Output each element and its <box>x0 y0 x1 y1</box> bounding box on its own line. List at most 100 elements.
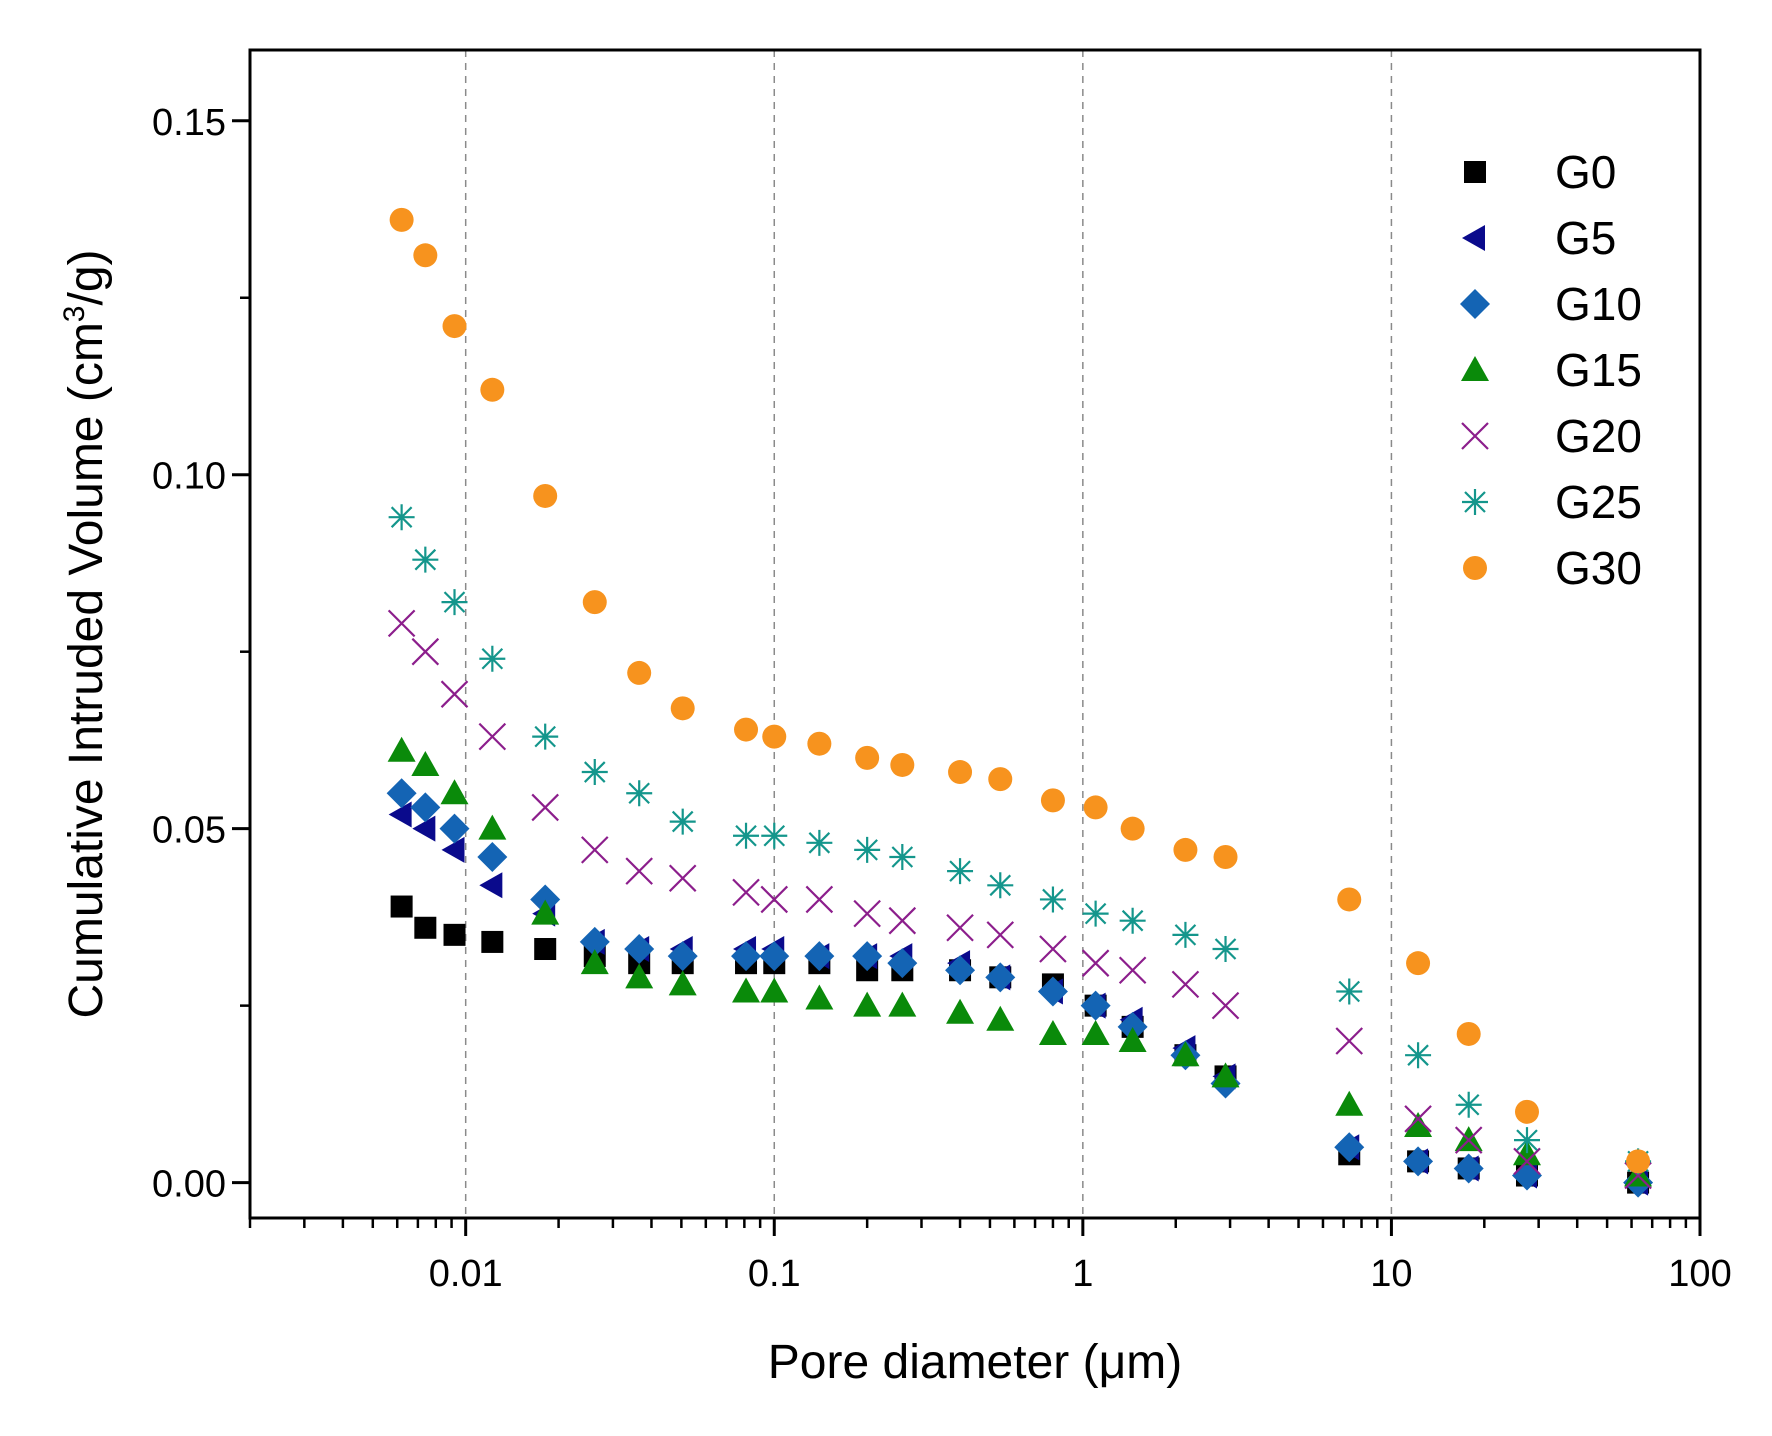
data-point-g30 <box>1083 795 1108 820</box>
legend-marker-g10 <box>1460 289 1490 319</box>
data-point-g20 <box>1335 1027 1364 1055</box>
legend-label-g30: G30 <box>1555 542 1642 594</box>
data-point-g10 <box>1117 1011 1148 1042</box>
data-point-g25 <box>1513 1127 1540 1154</box>
data-point-g25 <box>733 822 760 849</box>
data-point-g10 <box>804 941 835 972</box>
data-point-g20 <box>805 885 834 914</box>
legend-label-g0: G0 <box>1555 146 1616 198</box>
series-g30 <box>389 207 1651 1174</box>
data-point-g15 <box>888 991 917 1017</box>
data-point-g25 <box>1212 936 1239 963</box>
data-point-g20 <box>580 836 609 864</box>
data-point-g20 <box>986 921 1015 949</box>
data-point-g10 <box>667 941 698 972</box>
data-point-g30 <box>480 377 505 402</box>
data-point-g10 <box>386 778 417 809</box>
data-point-g30 <box>1626 1149 1651 1174</box>
data-point-g30 <box>890 752 915 777</box>
data-point-g30 <box>1406 951 1431 976</box>
data-point-g15 <box>625 963 654 989</box>
data-point-g15 <box>580 949 609 975</box>
data-point-g30 <box>988 767 1013 792</box>
series-g15 <box>387 736 1653 1187</box>
legend-label-g10: G10 <box>1555 278 1642 330</box>
x-tick-label: 100 <box>1668 1253 1731 1295</box>
y-tick-label: 0.00 <box>152 1164 226 1206</box>
data-point-g10 <box>579 926 610 957</box>
data-point-g0 <box>390 895 413 918</box>
data-point-g20 <box>387 609 416 638</box>
data-point-g20 <box>732 878 760 907</box>
tick-labels: 0.01 0.1 1 10 100 0.00 0.05 0.10 0.15 <box>152 102 1732 1295</box>
data-point-g30 <box>1514 1099 1539 1124</box>
data-point-g25 <box>1455 1091 1482 1118</box>
data-point-g15 <box>668 970 697 996</box>
data-point-g10 <box>1453 1153 1484 1184</box>
legend-label-g20: G20 <box>1555 410 1642 462</box>
y-axis-title-superscript: 3 <box>58 306 91 323</box>
series-g25 <box>388 504 1652 1175</box>
legend-marker-g20 <box>1461 422 1489 450</box>
data-point-g10 <box>1037 976 1068 1007</box>
data-point-g25 <box>1172 921 1199 948</box>
data-point-g25 <box>479 645 506 672</box>
data-point-g25 <box>388 504 415 531</box>
x-tick-label: 0.1 <box>748 1253 801 1295</box>
data-point-g10 <box>1080 990 1111 1021</box>
x-tick-label: 0.01 <box>429 1253 503 1295</box>
series-g10 <box>386 778 1654 1198</box>
data-point-g30 <box>627 660 652 685</box>
data-point-g15 <box>1038 1019 1067 1045</box>
data-point-g20 <box>625 857 653 885</box>
data-point-g20 <box>1171 970 1200 999</box>
data-point-g5 <box>388 801 412 828</box>
data-point-g20 <box>760 885 789 914</box>
data-point-g10 <box>1334 1132 1365 1163</box>
y-axis-title: Cumulative Intruded Volume (cm3/g) <box>58 249 113 1018</box>
y-tick-label: 0.05 <box>152 810 226 852</box>
data-point-g5 <box>412 815 436 842</box>
data-point-g20 <box>1404 1105 1432 1133</box>
legend-label-g25: G25 <box>1555 476 1642 528</box>
legend-label-g15: G15 <box>1555 344 1642 396</box>
legend-marker-g25 <box>1462 489 1488 515</box>
data-point-g20 <box>1081 949 1110 977</box>
data-point-g25 <box>1405 1042 1432 1069</box>
data-point-g15 <box>1171 1041 1200 1067</box>
data-point-g30 <box>855 745 880 770</box>
data-point-g30 <box>413 243 438 268</box>
data-point-g25 <box>947 858 974 885</box>
data-point-g10 <box>477 841 508 872</box>
data-point-g25 <box>581 759 608 786</box>
data-point-g5 <box>441 836 465 863</box>
data-point-g25 <box>626 780 653 807</box>
data-point-g25 <box>987 872 1014 899</box>
data-point-g30 <box>1456 1021 1481 1046</box>
data-point-g25 <box>669 808 696 835</box>
data-point-g15 <box>1335 1090 1364 1116</box>
data-point-g30 <box>807 731 832 756</box>
x-tick-label: 10 <box>1370 1253 1412 1295</box>
data-point-g30 <box>582 590 607 615</box>
data-point-g30 <box>1120 816 1145 841</box>
legend: G0 G5 G10 G15 G20 G25 G30 <box>1460 146 1642 594</box>
data-point-g25 <box>412 546 439 573</box>
data-point-g30 <box>948 760 973 785</box>
data-point-g20 <box>668 864 697 892</box>
data-point-g25 <box>1039 886 1066 913</box>
data-point-g20 <box>531 793 559 822</box>
data-point-g10 <box>530 884 561 915</box>
data-point-g10 <box>759 941 790 972</box>
data-point-g30 <box>1173 837 1198 862</box>
data-point-g20 <box>853 899 881 928</box>
data-point-g25 <box>441 589 468 616</box>
plot-frame <box>248 48 1702 1220</box>
data-point-g0 <box>414 916 437 939</box>
legend-marker-g0 <box>1464 161 1486 183</box>
data-point-g10 <box>945 955 976 986</box>
data-point-g20 <box>440 680 469 708</box>
data-point-g5 <box>479 872 503 899</box>
data-point-g15 <box>478 814 507 840</box>
data-point-g15 <box>805 984 834 1010</box>
